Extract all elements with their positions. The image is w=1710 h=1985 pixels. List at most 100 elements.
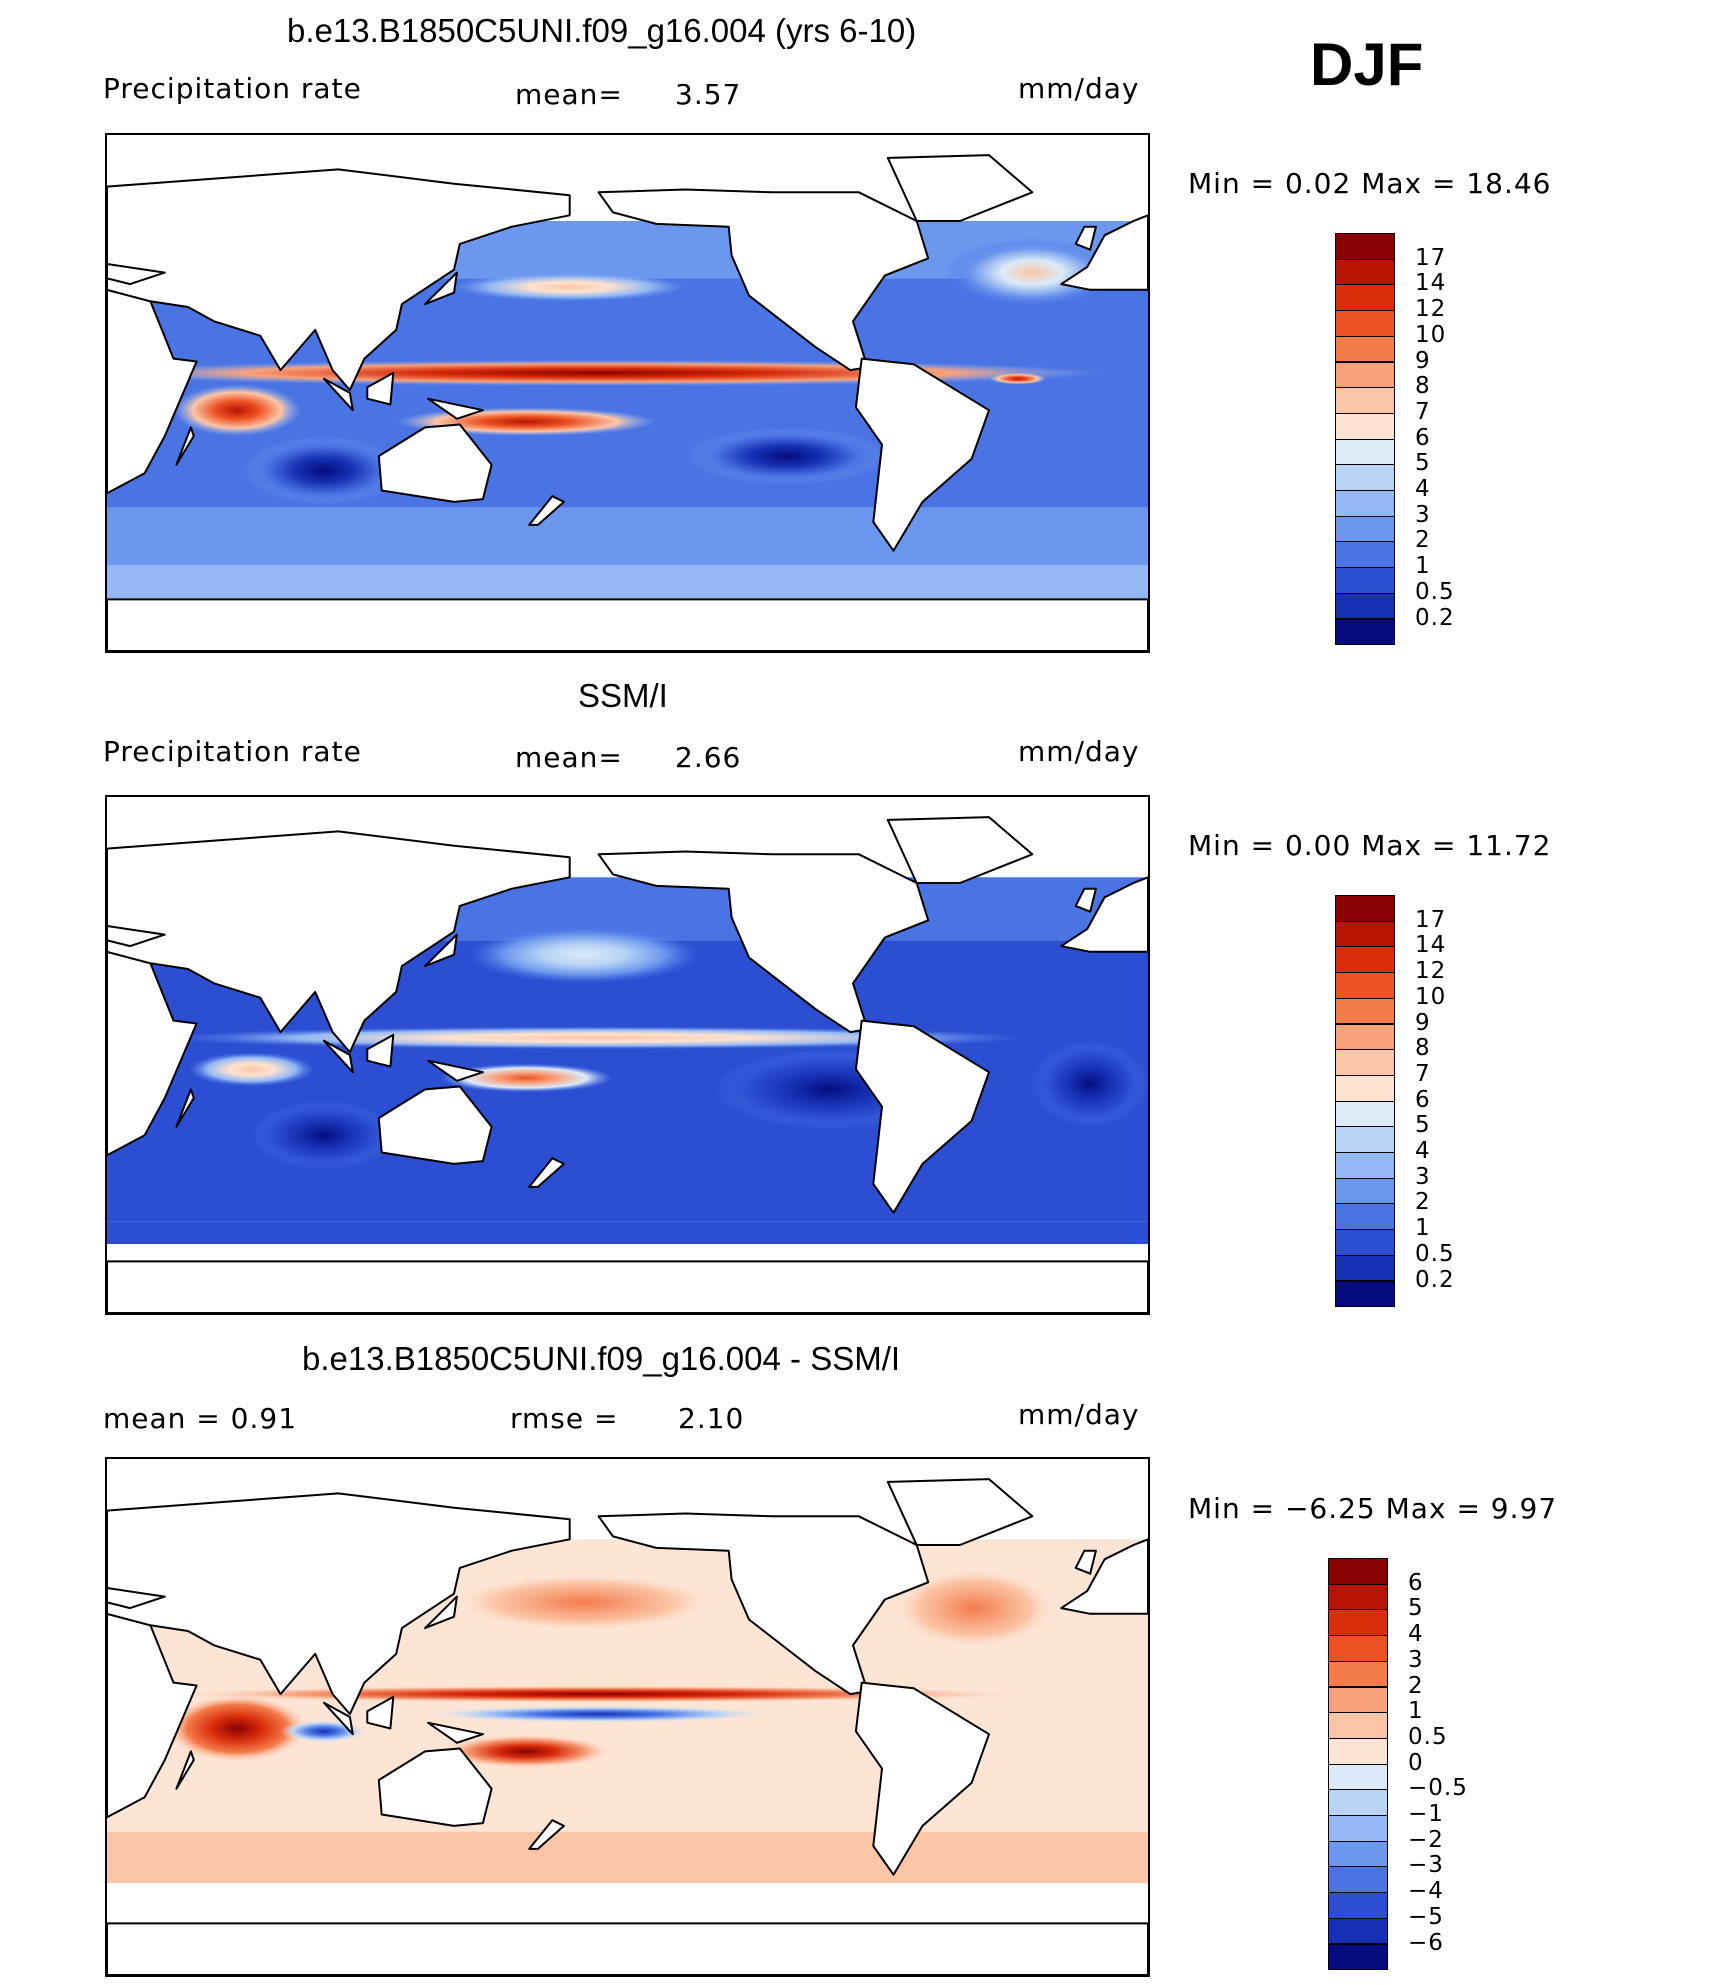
- colorbar-tick-label: 10: [1415, 983, 1447, 1010]
- colorbar-swatch: [1335, 233, 1395, 260]
- colorbar-tick-label: 7: [1415, 1060, 1431, 1087]
- colorbar-swatch: [1328, 1609, 1388, 1637]
- field-feature: [945, 238, 1120, 307]
- coastline: [1074, 225, 1097, 251]
- coastline: [854, 1681, 990, 1876]
- colorbar-swatch: [1335, 920, 1395, 948]
- colorbar-swatch: [1328, 1789, 1388, 1816]
- coastline: [107, 168, 571, 392]
- colorbar-swatch: [1335, 618, 1395, 646]
- coastline: [107, 830, 571, 1054]
- colorbar-tick-label: 0.2: [1415, 604, 1455, 631]
- coastline: [377, 423, 493, 503]
- mean-value: 2.66: [675, 741, 742, 774]
- coastline: [1074, 1549, 1097, 1575]
- coastline: [322, 1701, 354, 1736]
- colorbar-tick-label: 2: [1415, 527, 1431, 554]
- variable-label: Precipitation rate: [103, 735, 362, 768]
- mean-label: mean=: [515, 741, 623, 774]
- colorbar-swatch: [1335, 1280, 1395, 1308]
- colorbar-tick-label: 1: [1408, 1698, 1424, 1725]
- colorbar-swatch: [1335, 895, 1395, 922]
- colorbar-swatch: [1328, 1660, 1388, 1688]
- colorbar-tick-label: −1: [1408, 1801, 1444, 1827]
- colorbar-tick-label: 6: [1415, 1086, 1431, 1113]
- colorbar-swatch: [1335, 592, 1395, 620]
- coastline: [377, 1747, 493, 1827]
- colorbar-swatch: [1335, 997, 1395, 1025]
- colorbar-tick-label: 12: [1415, 296, 1447, 323]
- field-feature: [893, 1567, 1056, 1649]
- colorbar-swatch: [1335, 335, 1395, 363]
- colorbar-swatch: [1335, 946, 1395, 974]
- colorbar-swatch: [1335, 438, 1395, 466]
- colorbar-tick-label: 3: [1415, 501, 1431, 528]
- mean-label: mean=: [515, 78, 623, 111]
- colorbar-swatch: [1335, 1100, 1395, 1128]
- panel-title: b.e13.B1850C5UNI.f09_g16.004 - SSM/I: [302, 1340, 901, 1377]
- field-feature: [280, 1719, 368, 1743]
- coastline: [427, 1721, 484, 1744]
- colorbar-swatch: [1328, 1917, 1388, 1945]
- colorbar-swatch: [1328, 1866, 1388, 1894]
- field-feature: [454, 272, 686, 302]
- colorbar-tick-label: 9: [1415, 1009, 1431, 1036]
- colorbar-swatch: [1328, 1558, 1388, 1585]
- colorbar-tick-label: 2: [1408, 1672, 1424, 1699]
- coastline: [886, 154, 1034, 222]
- field-feature: [439, 1734, 614, 1769]
- field-feature: [164, 1685, 1033, 1703]
- colorbar-swatch: [1335, 1074, 1395, 1102]
- rmse-value: 2.10: [678, 1402, 745, 1435]
- colorbar-tick-label: 4: [1415, 476, 1431, 502]
- field-feature: [187, 1052, 316, 1087]
- field-feature: [164, 1694, 310, 1763]
- coastline: [107, 288, 198, 495]
- colorbar-tick-label: 7: [1415, 398, 1431, 425]
- coastline: [175, 1750, 195, 1790]
- coastline: [528, 1819, 565, 1850]
- map-canvas: [107, 1459, 1148, 1975]
- colorbar-swatch: [1328, 1712, 1388, 1739]
- colorbar-swatch: [1335, 310, 1395, 337]
- field-feature: [242, 436, 405, 505]
- coastline: [1060, 876, 1148, 953]
- min-max-label: Min = 0.02 Max = 18.46: [1188, 167, 1552, 200]
- coastline: [427, 397, 484, 420]
- colorbar-swatch: [1328, 1763, 1388, 1791]
- colorbar-tick-label: 1: [1415, 1215, 1431, 1242]
- colorbar-swatch: [1328, 1737, 1388, 1765]
- field-feature: [173, 384, 301, 436]
- colorbar-tick-label: 0: [1408, 1749, 1424, 1776]
- season-label: DJF: [1310, 31, 1424, 98]
- precip-map: [105, 795, 1150, 1315]
- colorbar-tick-label: 10: [1415, 321, 1447, 348]
- colorbar-swatch: [1335, 464, 1395, 491]
- field-feature: [425, 1705, 773, 1723]
- colorbar-tick-label: 9: [1415, 347, 1431, 374]
- units-label: mm/day: [1018, 735, 1140, 768]
- coastline: [424, 1595, 458, 1630]
- colorbar-tick-label: 14: [1415, 932, 1447, 959]
- coastline: [886, 816, 1034, 884]
- colorbar-swatch: [1335, 1177, 1395, 1205]
- coastline: [424, 933, 458, 968]
- colorbar-swatch: [1335, 361, 1395, 389]
- precip-map: [105, 133, 1150, 653]
- mean-label: mean = 0.91: [103, 1402, 298, 1435]
- colorbar-swatch: [1335, 515, 1395, 543]
- coastline: [1060, 1538, 1148, 1615]
- min-max-label: Min = 0.00 Max = 11.72: [1188, 829, 1552, 862]
- colorbar-swatch: [1328, 1583, 1388, 1611]
- units-label: mm/day: [1018, 1398, 1140, 1431]
- colorbar-swatch: [1335, 541, 1395, 569]
- coastline: [528, 495, 565, 526]
- colorbar-tick-label: 4: [1415, 1138, 1431, 1164]
- field-band: [107, 1221, 1148, 1245]
- coastline: [366, 1695, 395, 1730]
- colorbar-swatch: [1335, 1049, 1395, 1076]
- coastline: [854, 1019, 990, 1214]
- colorbar-swatch: [1335, 972, 1395, 999]
- colorbar-swatch: [1328, 1840, 1388, 1868]
- coastline: [107, 1587, 166, 1610]
